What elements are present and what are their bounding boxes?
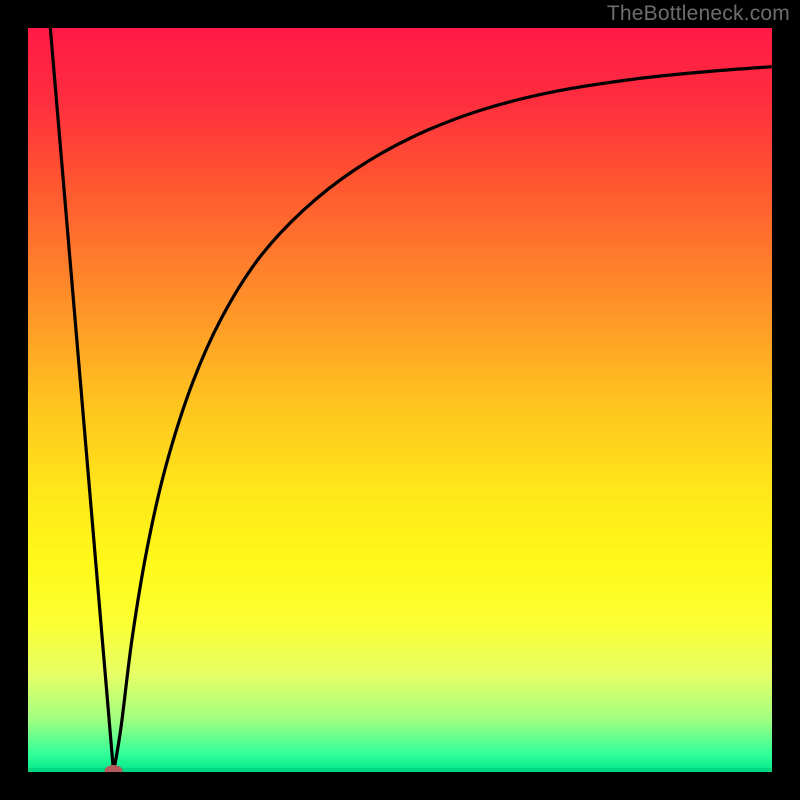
plot-area bbox=[28, 28, 772, 772]
gradient-background bbox=[28, 28, 772, 772]
chart-svg bbox=[28, 28, 772, 772]
watermark-label: TheBottleneck.com bbox=[607, 2, 790, 26]
chart-frame: TheBottleneck.com bbox=[0, 0, 800, 800]
